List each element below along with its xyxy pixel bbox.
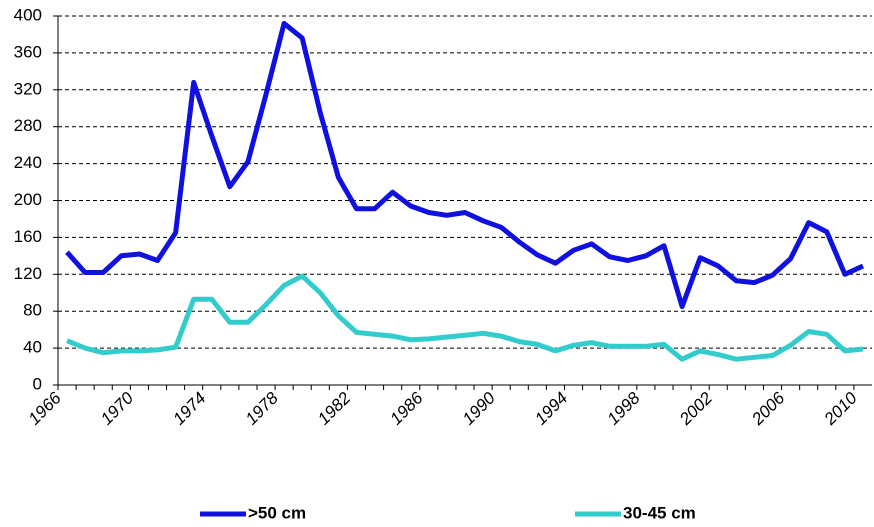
legend-label: 30-45 cm — [623, 503, 696, 522]
x-tick-label: 1978 — [242, 388, 283, 429]
x-tick-label: 1982 — [314, 388, 355, 429]
x-tick-label: 1994 — [531, 388, 571, 428]
x-tick-label: 2010 — [820, 388, 861, 429]
y-tick-label: 360 — [14, 42, 42, 61]
y-tick-label: 240 — [14, 153, 42, 172]
y-tick-label: 400 — [14, 5, 42, 24]
y-tick-label: 200 — [14, 190, 42, 209]
x-tick-label: 2002 — [675, 388, 716, 429]
x-tick-label: 1998 — [603, 388, 644, 429]
x-tick-label: 2006 — [747, 388, 788, 429]
y-tick-label: 0 — [33, 374, 42, 393]
x-tick-label: 1974 — [169, 388, 209, 428]
x-tick-label: 1990 — [459, 388, 500, 429]
series-line — [66, 273, 864, 362]
y-tick-label: 40 — [23, 338, 42, 357]
series-line — [65, 20, 865, 310]
y-tick-label: 160 — [14, 227, 42, 246]
y-tick-label: 80 — [23, 301, 42, 320]
y-tick-label: 280 — [14, 116, 42, 135]
x-tick-label: 1986 — [386, 388, 427, 429]
y-tick-label: 320 — [14, 79, 42, 98]
y-tick-label: 120 — [14, 264, 42, 283]
x-tick-label: 1970 — [97, 388, 138, 429]
x-tick-label: 1966 — [25, 388, 66, 429]
legend-label: >50 cm — [248, 503, 306, 522]
